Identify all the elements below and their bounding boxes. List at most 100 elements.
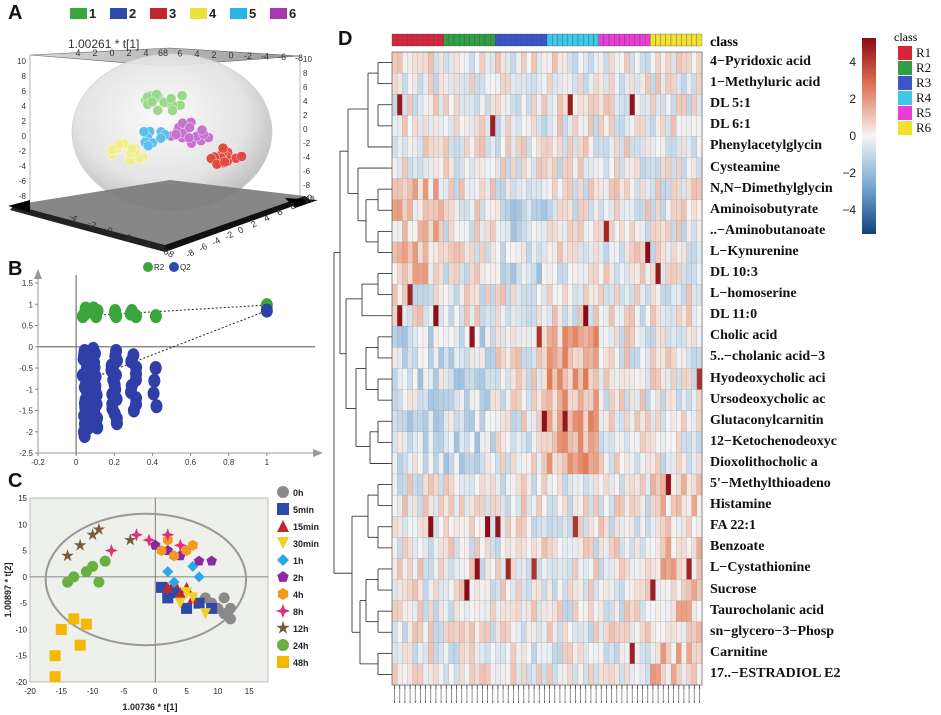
heatmap-cell — [459, 199, 465, 222]
heatmap-cell — [490, 621, 496, 644]
heatmap-cell — [469, 115, 475, 137]
heatmap-cell — [391, 642, 398, 665]
heatmap-cell — [453, 368, 460, 390]
heatmap-cell — [407, 579, 413, 601]
heatmap-cell — [660, 305, 667, 327]
heatmap-cell — [453, 389, 460, 412]
heatmap-cell — [443, 72, 450, 95]
heatmap-cell — [686, 262, 692, 285]
heatmap-cell — [681, 600, 687, 623]
heatmap-cell — [650, 431, 656, 454]
heatmap-cell — [407, 178, 413, 201]
heatmap-cell — [608, 537, 615, 559]
legend-marker — [169, 262, 179, 272]
heatmap-cell — [572, 452, 579, 475]
heatmap-cell — [412, 368, 419, 390]
heatmap-cell — [448, 178, 455, 201]
heatmap-cell — [433, 283, 439, 306]
heatmap-cell — [402, 537, 408, 559]
heatmap-cell — [402, 220, 408, 243]
heatmap-cell — [686, 389, 692, 412]
heatmap-cell — [629, 199, 636, 222]
heatmap-cell — [531, 558, 537, 580]
heatmap-cell — [619, 283, 625, 306]
heatmap-cell — [459, 558, 465, 580]
heatmap-cell — [562, 51, 568, 74]
heatmap-cell — [448, 579, 455, 601]
class-bar-cell — [407, 33, 413, 47]
heatmap-cell — [552, 494, 558, 517]
heatmap-cell — [500, 51, 506, 74]
heatmap-cell — [536, 94, 543, 116]
heatmap-cell — [474, 51, 481, 74]
heatmap-cell — [603, 262, 610, 285]
heatmap-cell — [624, 220, 630, 243]
heatmap-cell — [593, 621, 599, 644]
heatmap-cell — [490, 241, 496, 264]
heatmap-cell — [521, 389, 527, 412]
heatmap-cell — [619, 157, 625, 179]
metabolite-label: 17..−ESTRADIOL E2 — [710, 665, 841, 681]
score-point-48h — [80, 618, 92, 630]
class-bar-cell — [412, 33, 418, 47]
heatmap-cell — [557, 516, 563, 538]
heatmap-cell — [443, 305, 450, 327]
axis-tick-label: 68 — [158, 48, 168, 58]
heatmap-cell — [645, 262, 651, 285]
heatmap-cell — [634, 537, 641, 559]
heatmap-cell — [428, 663, 434, 686]
y-tick-label: 1 — [29, 300, 34, 309]
heatmap-cell — [650, 115, 656, 137]
heatmap-cell — [500, 241, 506, 264]
heatmap-cell — [645, 72, 651, 95]
heatmap-cell — [645, 431, 651, 454]
heatmap-cell — [521, 241, 527, 264]
heatmap-cell — [464, 431, 470, 454]
heatmap-cell — [515, 199, 522, 222]
x-tick-label: -15 — [56, 687, 68, 696]
heatmap-cell — [412, 220, 419, 243]
heatmap-cell — [639, 94, 646, 116]
heatmap-cell — [608, 220, 615, 243]
heatmap-cell — [433, 51, 439, 74]
heatmap-cell — [397, 473, 403, 496]
heatmap-cell — [484, 431, 491, 454]
panel-a-letter: A — [8, 2, 23, 24]
heatmap-cell — [428, 516, 434, 538]
heatmap-cell — [402, 389, 408, 412]
heatmap-cell — [526, 115, 532, 137]
heatmap-cell — [541, 663, 548, 686]
legend-label: 12h — [293, 624, 309, 634]
score-point — [167, 105, 178, 116]
score-point-48h — [49, 671, 61, 683]
heatmap-cell — [417, 199, 424, 222]
heatmap-cell — [397, 157, 403, 179]
heatmap-cell — [619, 178, 625, 201]
heatmap-cell — [510, 431, 517, 454]
axis-tick-label: -6 — [19, 177, 27, 186]
heatmap-cell — [603, 558, 610, 580]
heatmap-cell — [428, 305, 434, 327]
heatmap-cell — [572, 663, 579, 686]
heatmap-cell — [536, 283, 543, 306]
heatmap-cell — [691, 115, 698, 137]
heatmap-cell — [407, 431, 413, 454]
heatmap-cell — [546, 537, 553, 559]
heatmap-cell — [417, 368, 424, 390]
heatmap-cell — [608, 178, 615, 201]
heatmap-cell — [422, 72, 429, 95]
y-tick-label: 10 — [18, 520, 27, 529]
heatmap-cell — [495, 452, 501, 475]
heatmap-cell — [619, 579, 625, 601]
heatmap-cell — [552, 326, 558, 348]
heatmap-cell — [608, 663, 615, 686]
heatmap-cell — [572, 558, 579, 580]
heatmap-cell — [510, 663, 517, 686]
heatmap-cell — [417, 516, 424, 538]
heatmap-cell — [567, 558, 574, 580]
heatmap-cell — [526, 94, 532, 116]
heatmap-cell — [619, 368, 625, 390]
heatmap-cell — [448, 389, 455, 412]
heatmap-cell — [510, 473, 517, 496]
class-bar-cell — [510, 33, 517, 47]
